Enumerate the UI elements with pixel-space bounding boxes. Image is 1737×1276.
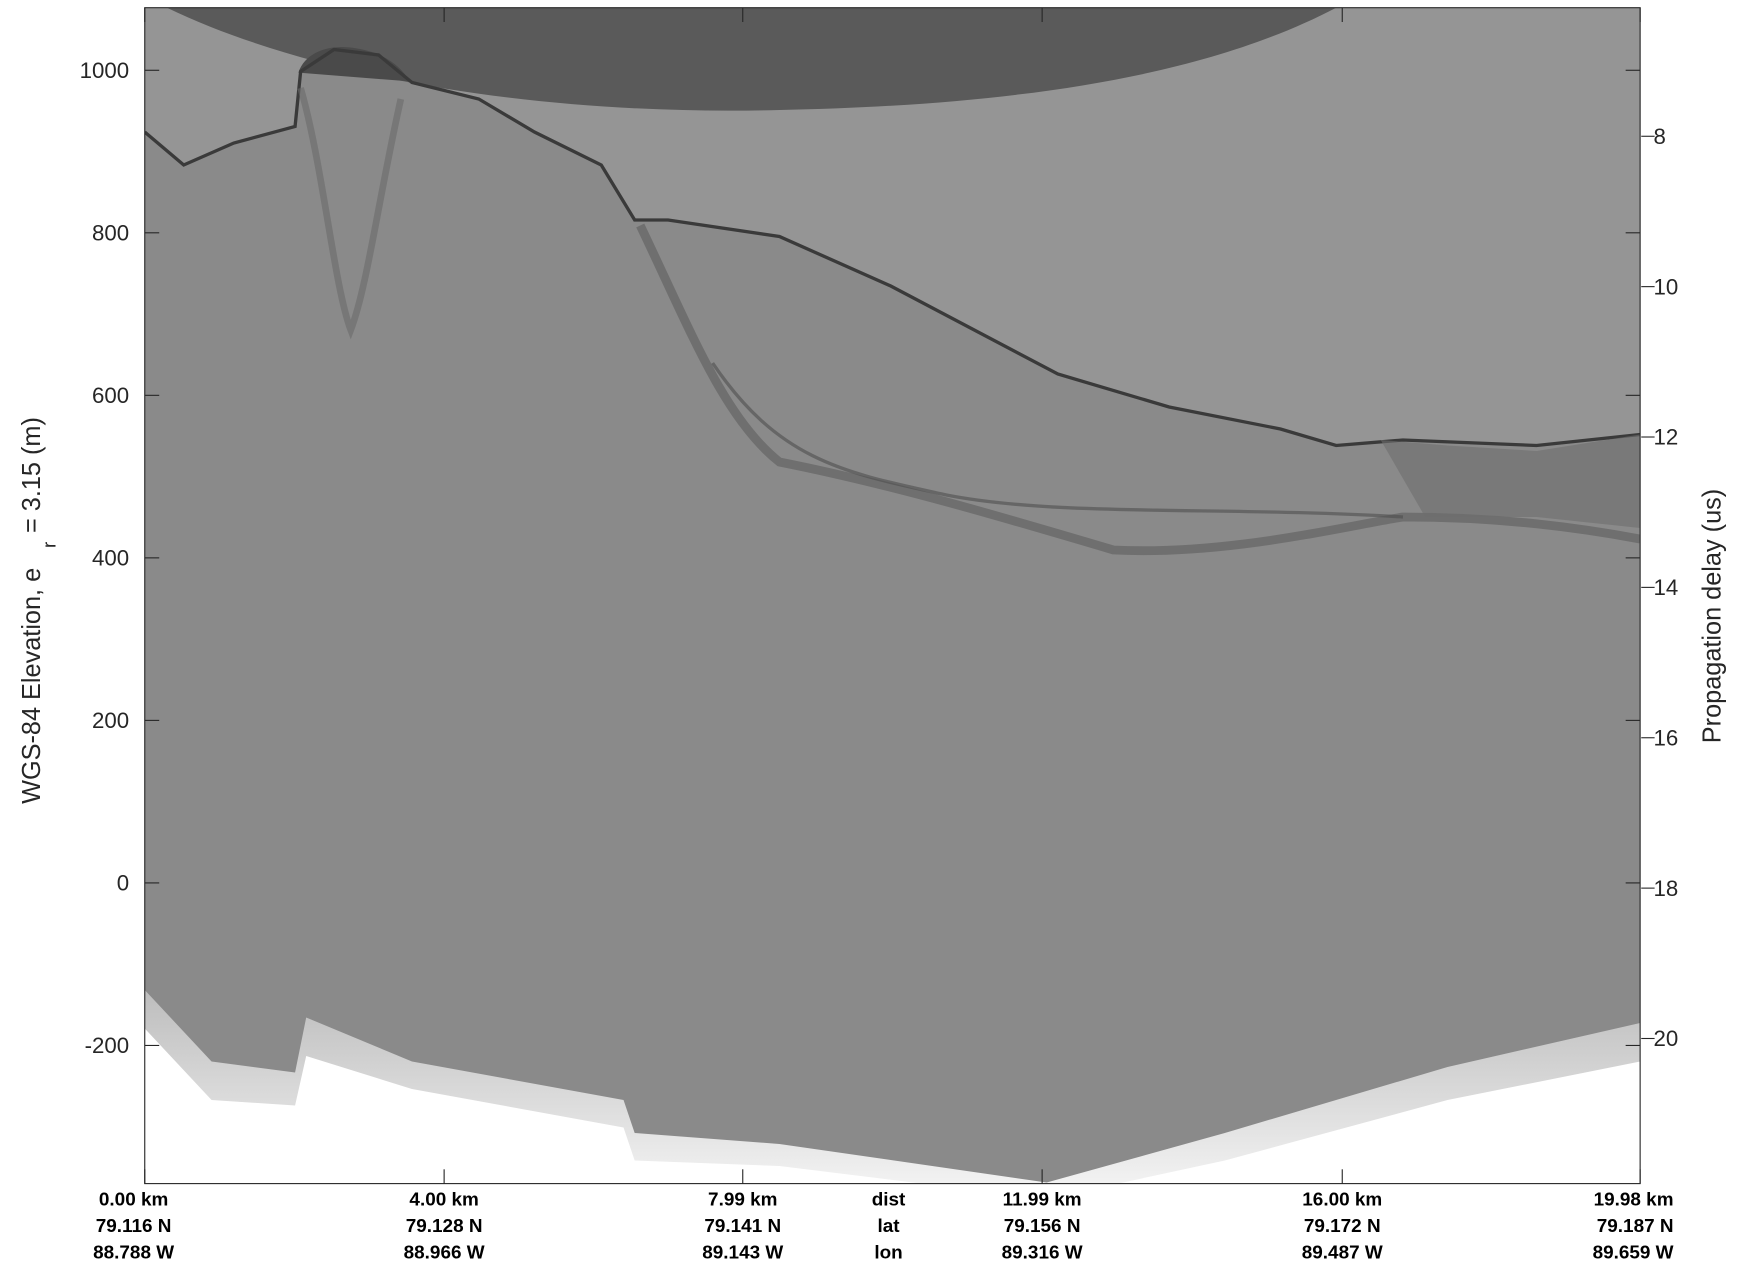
radargram-image [144,7,1641,1184]
x-tick-lon: 88.788 W [93,1242,174,1263]
y-tick-label: 0 [117,871,129,896]
x-tick-lon: 89.316 W [1002,1242,1083,1263]
x-tick-lon: 89.659 W [1593,1242,1674,1263]
y2-tick-label: 10 [1653,274,1678,299]
x-tick-lat: 79.156 N [1004,1215,1081,1236]
y2-tick-label: 20 [1653,1026,1678,1051]
y-axis-label-sub: r [39,542,60,548]
x-tick-lat: 79.128 N [406,1215,483,1236]
y-tick-label: 600 [92,383,129,408]
x-tick-lon: 89.143 W [702,1242,783,1263]
x-row-name: lat [878,1215,901,1236]
x-tick-lat: 79.172 N [1304,1215,1381,1236]
y2-tick-label: 16 [1653,726,1678,751]
y-tick-label: 200 [92,708,129,733]
x-tick-lon: 88.966 W [404,1242,485,1263]
x-row-name: dist [872,1189,906,1210]
x-tick-dist: 11.99 km [1003,1189,1082,1210]
x-tick-dist: 7.99 km [708,1189,777,1210]
y2-tick-label: 14 [1653,575,1678,600]
plot-frame [144,7,1641,1185]
x-tick-dist: 16.00 km [1302,1189,1382,1210]
x-tick-lon: 89.487 W [1302,1242,1383,1263]
y-tick-label: 400 [92,546,129,571]
x-tick-lat: 79.116 N [96,1215,172,1236]
x-tick-lat: 79.141 N [704,1215,781,1236]
x-tick-dist: 0.00 km [99,1189,168,1210]
x-row-name: lon [874,1242,902,1263]
y-tick-label: 800 [92,221,129,246]
y2-tick-label: 8 [1653,124,1665,149]
x-tick-lat: 79.187 N [1597,1215,1674,1236]
x-tick-dist: 4.00 km [409,1189,478,1210]
y2-tick-label: 12 [1653,425,1678,450]
y-axis-label-rest: = 3.15 (m) [18,417,46,533]
y2-axis-label: Propagation delay (us) [1698,489,1726,743]
axes: -200 0 200 400 600 800 1000 8 10 12 14 16 18 20 0.00 k… [18,7,1726,1263]
x-tick-dist: 19.98 km [1594,1189,1674,1210]
y-axis-label-main: WGS-84 Elevation, e [18,568,46,804]
y-tick-label: 1000 [80,58,130,83]
y2-tick-label: 18 [1653,876,1678,901]
y-axis-label: WGS-84 Elevation, e r = 3.15 (m) [18,417,60,804]
y-tick-label: -200 [85,1033,130,1058]
